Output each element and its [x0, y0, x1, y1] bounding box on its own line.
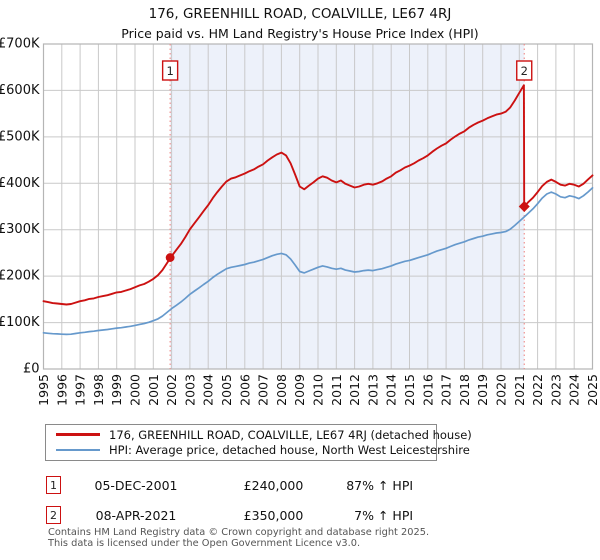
sale-1-price: £240,000	[243, 477, 304, 493]
legend-row-property: 176, GREENHILL ROAD, COALVILLE, LE67 4RJ…	[46, 427, 472, 443]
x-axis-tick-label: 2016	[420, 374, 435, 406]
y-axis-tick-label: £0	[23, 362, 40, 377]
sale-flag-label: 1	[166, 64, 173, 78]
y-axis-tick-label: £100K	[0, 315, 40, 330]
sale-flag-box	[516, 60, 533, 81]
x-axis-tick-label: 2024	[567, 374, 582, 406]
chart-legend: 176, GREENHILL ROAD, COALVILLE, LE67 4RJ…	[45, 424, 472, 461]
y-axis-tick-label: £300K	[0, 222, 40, 237]
y-axis-tick-label: £600K	[0, 83, 40, 98]
sale-2-hpi-delta: 7% ↑ HPI	[336, 508, 413, 523]
sale-1-pct: 87%	[346, 477, 374, 493]
legend-label-property: 176, GREENHILL ROAD, COALVILLE, LE67 4RJ…	[109, 427, 472, 442]
page-subtitle: Price paid vs. HM Land Registry's House …	[121, 26, 479, 41]
y-axis-tick-label: £200K	[0, 269, 40, 284]
property-price-line	[42, 84, 594, 306]
sale-flag-label: 2	[521, 64, 528, 78]
x-axis-tick-label: 2018	[457, 374, 472, 406]
x-axis-tick-label: 1996	[54, 374, 69, 406]
sale-2-price: £350,000	[243, 507, 304, 523]
x-axis-tick-label: 2010	[311, 374, 326, 406]
y-axis-tick-label: £400K	[0, 176, 40, 191]
x-axis-tick-label: 2009	[292, 374, 307, 406]
x-axis-tick-label: 2005	[219, 374, 234, 406]
x-axis-tick-label: 2013	[365, 374, 380, 406]
x-axis-tick-label: 2023	[548, 374, 563, 406]
x-axis-tick-label: 2006	[237, 374, 252, 406]
title-block: 176, GREENHILL ROAD, COALVILLE, LE67 4RJ…	[0, 6, 600, 41]
sale-2-flag: 2	[46, 506, 61, 524]
legend-row-hpi: HPI: Average price, detached house, Nort…	[46, 443, 470, 459]
owned-period-shading	[170, 44, 525, 369]
x-axis-tick-label: 2022	[530, 374, 545, 406]
x-axis-tick-label: 1995	[36, 374, 51, 406]
footer-line-1: Contains HM Land Registry data © Crown c…	[48, 527, 430, 538]
x-axis-tick-label: 2008	[274, 374, 289, 406]
x-axis-tick-label: 2011	[329, 374, 344, 406]
sale-2-date: 08-APR-2021	[95, 507, 177, 523]
hpi-line	[42, 187, 594, 336]
sale-1-marker	[165, 253, 175, 262]
license-footer: Contains HM Land Registry data © Crown c…	[48, 527, 588, 550]
x-axis-tick-label: 2020	[494, 374, 509, 406]
property-line-swatch	[56, 433, 100, 437]
x-axis-tick-label: 2002	[164, 374, 179, 406]
x-axis-tick-label: 2025	[585, 374, 600, 406]
sale-annotation-1: 1 05-DEC-2001 £240,000 87% ↑ HPI	[46, 475, 476, 495]
x-axis-tick-label: 2000	[128, 374, 143, 406]
x-axis-tick-label: 2015	[402, 374, 417, 406]
x-axis-tick-label: 2021	[512, 374, 527, 406]
sale-annotation-2: 2 08-APR-2021 £350,000 7% ↑ HPI	[46, 505, 476, 525]
x-axis-tick-label: 2003	[182, 374, 197, 406]
x-axis-tick-label: 2001	[146, 374, 161, 406]
plot-frame	[42, 43, 594, 370]
y-axis-tick-label: £500K	[0, 129, 40, 144]
sale-1-flag: 1	[46, 476, 61, 494]
x-axis-tick-label: 2019	[475, 374, 490, 406]
hpi-line-swatch	[56, 449, 100, 452]
x-axis-tick-label: 1997	[73, 374, 88, 406]
footer-line-2: This data is licensed under the Open Gov…	[48, 537, 361, 549]
y-axis-tick-label: £700K	[0, 37, 40, 52]
price-history-chart: 1 2 £0 £100K £200K £300K £400K £500K £600K £700K 1…	[0, 37, 600, 406]
sale-1-hpi-delta: 87% ↑ HPI	[336, 478, 413, 493]
x-axis-tick-label: 2012	[347, 374, 362, 406]
x-axis-tick-label: 2017	[439, 374, 454, 406]
x-axis-tick-label: 2004	[201, 374, 216, 406]
sale-2-pct-suffix: ↑ HPI	[374, 507, 414, 523]
page-title: 176, GREENHILL ROAD, COALVILLE, LE67 4RJ	[148, 6, 452, 22]
sale-2-pct: 7%	[354, 507, 374, 523]
sale-2-marker	[518, 201, 530, 212]
x-axis-tick-label: 1998	[91, 374, 106, 406]
legend-label-hpi: HPI: Average price, detached house, Nort…	[109, 443, 470, 458]
x-axis-tick-label: 2007	[256, 374, 271, 406]
sale-flag-box	[161, 60, 179, 81]
x-axis-tick-label: 1999	[109, 374, 124, 406]
sale-1-date: 05-DEC-2001	[94, 477, 178, 493]
sale-1-pct-suffix: ↑ HPI	[374, 477, 414, 493]
x-axis-tick-label: 2014	[384, 374, 399, 406]
